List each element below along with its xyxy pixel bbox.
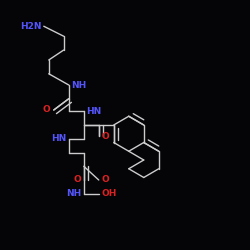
Text: HN: HN — [51, 134, 66, 143]
Text: OH: OH — [101, 189, 116, 198]
Text: HN: HN — [86, 107, 102, 116]
Text: O: O — [42, 106, 50, 114]
Text: NH: NH — [66, 189, 81, 198]
Text: O: O — [101, 132, 109, 141]
Text: NH: NH — [71, 80, 86, 90]
Text: O: O — [74, 176, 81, 184]
Text: O: O — [101, 176, 109, 184]
Text: H2N: H2N — [20, 22, 41, 31]
